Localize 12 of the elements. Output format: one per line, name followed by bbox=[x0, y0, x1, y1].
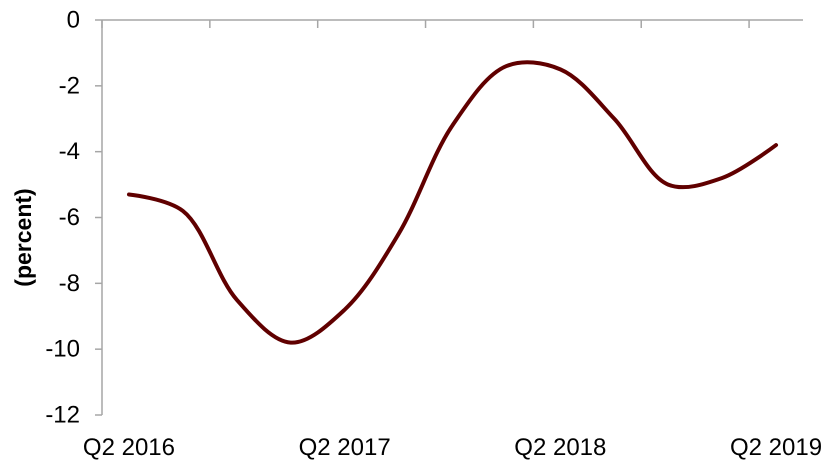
y-tick-label: -6 bbox=[58, 204, 80, 231]
y-tick-label: -10 bbox=[45, 336, 80, 363]
x-tick-label: Q2 2018 bbox=[514, 434, 606, 461]
y-tick-label: -8 bbox=[58, 270, 80, 297]
y-tick-label: -2 bbox=[58, 72, 80, 100]
y-axis-title: (percent) bbox=[10, 188, 36, 287]
y-tick-label: -4 bbox=[58, 138, 80, 166]
x-tick-label: Q2 2017 bbox=[298, 434, 391, 461]
y-tick-label: -12 bbox=[45, 402, 80, 428]
x-tick-label: Q2 2016 bbox=[82, 434, 175, 461]
x-tick-label: Q2 2019 bbox=[730, 434, 822, 461]
y-tick-label: 0 bbox=[66, 6, 80, 34]
